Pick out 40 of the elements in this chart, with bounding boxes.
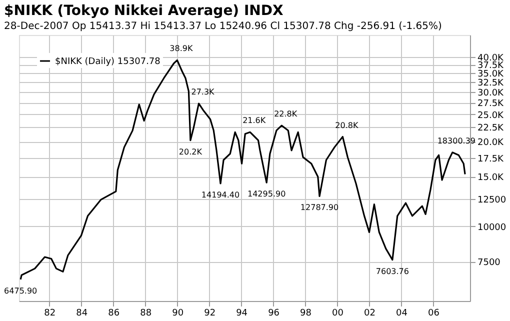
y-tick-label: 22.5K	[478, 124, 505, 134]
annotation: 7603.76	[376, 266, 409, 276]
x-tick-label: 04	[396, 308, 408, 318]
annotation: 22.8K	[274, 110, 298, 119]
x-tick-label: 00	[332, 308, 344, 318]
annotation: 18300.39	[437, 136, 476, 146]
y-tick-label: 20.0K	[478, 138, 505, 148]
annotation: 14194.40	[201, 190, 240, 200]
x-tick-label: 94	[236, 308, 248, 318]
legend-label: $NIKK (Daily) 15307.78	[55, 57, 161, 67]
y-tick-label: 35.0K	[478, 70, 505, 80]
chart-title: $NIKK (Tokyo Nikkei Average) INDX	[4, 3, 284, 19]
annotation: 20.8K	[335, 120, 359, 130]
annotation: 21.6K	[242, 116, 266, 126]
y-tick-label: 15.0K	[478, 173, 505, 184]
x-tick-label: 98	[300, 308, 312, 318]
annotation: 38.9K	[170, 44, 194, 54]
x-tick-label: 88	[140, 308, 152, 318]
x-tick-label: 92	[204, 308, 216, 318]
y-tick-label: 25.0K	[478, 110, 505, 121]
y-tick-label: 12500	[478, 196, 506, 206]
annotation: 14295.90	[247, 190, 286, 199]
x-tick-label: 96	[268, 308, 280, 318]
x-tick-label: 02	[364, 308, 376, 318]
y-tick-label: 17.5K	[478, 154, 505, 164]
y-tick-label: 30.0K	[478, 88, 505, 98]
annotation: 6475.90	[4, 286, 38, 296]
annotation: 20.2K	[178, 147, 203, 156]
annotation: 27.3K	[191, 88, 216, 96]
x-tick-label: 84	[76, 308, 88, 318]
y-tick-label: 27.5K	[478, 99, 505, 110]
chart-subtitle: 28-Dec-2007 Op 15413.37 Hi 15413.37 Lo 15240.96 Cl 15307.78 Chg -256.91 (-1.65%)	[4, 21, 442, 32]
x-tick-label: 82	[44, 308, 56, 318]
y-tick-label: 32.5K	[478, 78, 505, 89]
y-tick-label: 7500	[478, 258, 501, 268]
y-tick-label: 10000	[478, 222, 506, 233]
annotation: 12787.90	[300, 203, 339, 212]
x-tick-label: 90	[172, 308, 184, 318]
x-tick-label: 06	[428, 308, 440, 318]
x-tick-label: 86	[108, 308, 120, 318]
